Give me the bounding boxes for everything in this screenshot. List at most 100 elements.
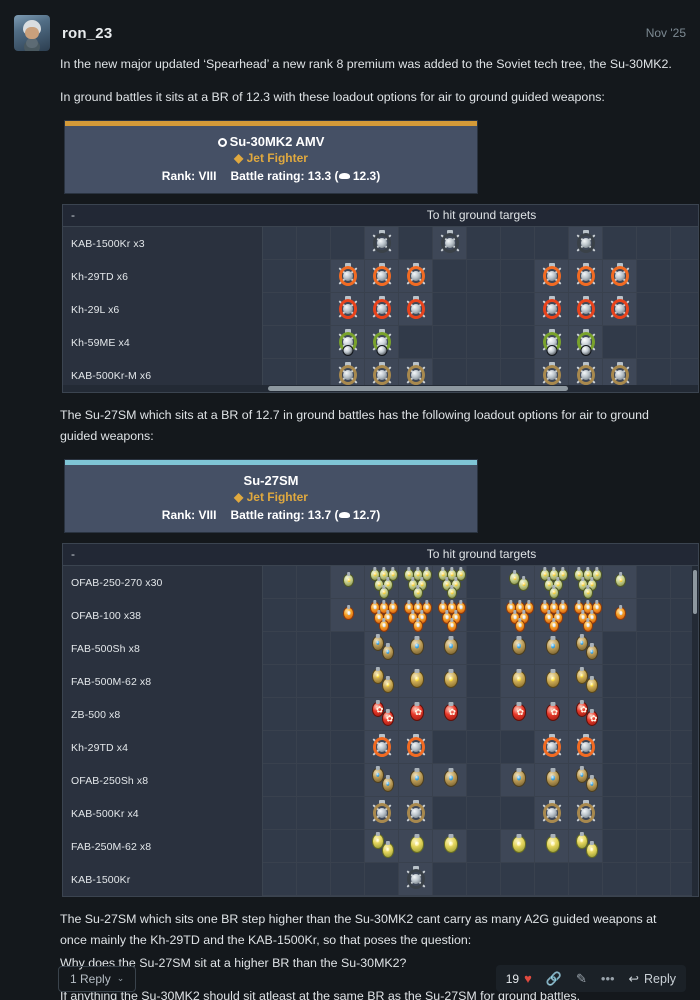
loadout-cell-filled[interactable]: [569, 764, 603, 797]
loadout-cell-filled[interactable]: [331, 599, 365, 632]
loadout-cell-filled[interactable]: [501, 566, 535, 599]
loadout-cell-filled[interactable]: [535, 326, 569, 359]
loadout-cell-filled[interactable]: [569, 260, 603, 293]
more-options-icon[interactable]: •••: [600, 971, 615, 986]
loadout-cell-filled[interactable]: [365, 797, 399, 830]
loadout-cell-filled[interactable]: [535, 764, 569, 797]
loadout-cell-empty[interactable]: [331, 830, 365, 863]
loadout-cell-empty[interactable]: [637, 599, 671, 632]
loadout-cell-filled[interactable]: [433, 830, 467, 863]
loadout-cell-empty[interactable]: [467, 797, 501, 830]
loadout-cell-empty[interactable]: [501, 326, 535, 359]
loadout-cell-empty[interactable]: [501, 227, 535, 260]
loadout-cell-empty[interactable]: [331, 797, 365, 830]
loadout-cell-empty[interactable]: [297, 260, 331, 293]
loadout-cell-empty[interactable]: [637, 293, 671, 326]
loadout-cell-filled[interactable]: [399, 764, 433, 797]
loadout-cell-filled[interactable]: [569, 830, 603, 863]
loadout-cell-empty[interactable]: [331, 665, 365, 698]
loadout-cell-filled[interactable]: [365, 731, 399, 764]
loadout-cell-empty[interactable]: [263, 227, 297, 260]
loadout-cell-filled[interactable]: [433, 566, 467, 599]
loadout-cell-filled[interactable]: ✿ ✿: [569, 698, 603, 731]
loadout-cell-empty[interactable]: [263, 830, 297, 863]
loadout-cell-filled[interactable]: [399, 797, 433, 830]
loadout-cell-empty[interactable]: [603, 731, 637, 764]
loadout-cell-filled[interactable]: [501, 830, 535, 863]
loadout-cell-empty[interactable]: [297, 632, 331, 665]
loadout-cell-filled[interactable]: [603, 260, 637, 293]
loadout-cell-filled[interactable]: [535, 797, 569, 830]
loadout-cell-empty[interactable]: [467, 260, 501, 293]
loadout-cell-empty[interactable]: [603, 698, 637, 731]
horizontal-scrollbar[interactable]: [63, 385, 698, 392]
loadout-cell-empty[interactable]: [399, 326, 433, 359]
loadout-cell-empty[interactable]: [263, 260, 297, 293]
loadout-cell-filled[interactable]: [569, 566, 603, 599]
loadout-cell-filled[interactable]: [569, 227, 603, 260]
loadout-cell-empty[interactable]: [467, 731, 501, 764]
loadout-cell-empty[interactable]: [263, 797, 297, 830]
loadout-cell-empty[interactable]: [263, 632, 297, 665]
loadout-cell-empty[interactable]: [331, 227, 365, 260]
reply-count-button[interactable]: 1 Reply ⌄: [58, 965, 137, 992]
loadout-cell-empty[interactable]: [399, 227, 433, 260]
loadout-cell-empty[interactable]: [467, 632, 501, 665]
loadout-cell-filled[interactable]: [399, 731, 433, 764]
loadout-cell-empty[interactable]: [501, 797, 535, 830]
loadout-cell-empty[interactable]: [263, 293, 297, 326]
loadout-cell-empty[interactable]: [433, 863, 467, 896]
post-author[interactable]: ron_23: [62, 24, 113, 42]
reply-button[interactable]: ↩ Reply: [629, 971, 676, 987]
loadout-cell-filled[interactable]: [331, 326, 365, 359]
loadout-cell-filled[interactable]: [433, 599, 467, 632]
loadout-cell-filled[interactable]: [399, 293, 433, 326]
loadout-cell-filled[interactable]: [569, 665, 603, 698]
loadout-cell-empty[interactable]: [637, 797, 671, 830]
loadout-cell-empty[interactable]: [365, 863, 399, 896]
loadout-cell-filled[interactable]: [433, 665, 467, 698]
loadout-cell-filled[interactable]: [569, 293, 603, 326]
loadout-cell-filled[interactable]: [399, 830, 433, 863]
loadout-cell-empty[interactable]: [467, 227, 501, 260]
loadout-cell-empty[interactable]: [603, 665, 637, 698]
loadout-cell-filled[interactable]: [399, 863, 433, 896]
edit-pencil-icon[interactable]: ✎: [575, 971, 587, 986]
loadout-cell-filled[interactable]: [365, 599, 399, 632]
loadout-cell-empty[interactable]: [467, 863, 501, 896]
loadout-cell-empty[interactable]: [637, 326, 671, 359]
loadout-cell-filled[interactable]: [331, 260, 365, 293]
like-button[interactable]: 19 ♥: [506, 972, 532, 986]
loadout-cell-empty[interactable]: [535, 863, 569, 896]
loadout-cell-filled[interactable]: [399, 632, 433, 665]
loadout-cell-empty[interactable]: [297, 764, 331, 797]
loadout-cell-empty[interactable]: [297, 566, 331, 599]
loadout-cell-empty[interactable]: [297, 293, 331, 326]
loadout-cell-empty[interactable]: [467, 599, 501, 632]
loadout-cell-filled[interactable]: [365, 830, 399, 863]
loadout-cell-filled[interactable]: [501, 764, 535, 797]
loadout-cell-empty[interactable]: [467, 566, 501, 599]
loadout-cell-empty[interactable]: [637, 764, 671, 797]
loadout-cell-filled[interactable]: [365, 632, 399, 665]
loadout-cell-empty[interactable]: [433, 797, 467, 830]
link-icon[interactable]: 🔗: [545, 971, 562, 986]
loadout-cell-empty[interactable]: [263, 665, 297, 698]
loadout-cell-filled[interactable]: ✿ ✿: [365, 698, 399, 731]
loadout-table-su27sm[interactable]: - To hit ground targets OFAB-250-270 x30…: [62, 543, 699, 897]
loadout-table-su30mk2[interactable]: - To hit ground targets KAB-1500Kr x3 Kh-…: [62, 204, 699, 393]
loadout-cell-empty[interactable]: [467, 326, 501, 359]
loadout-cell-empty[interactable]: [331, 731, 365, 764]
loadout-cell-empty[interactable]: [297, 698, 331, 731]
loadout-cell-empty[interactable]: [433, 326, 467, 359]
loadout-cell-filled[interactable]: [399, 665, 433, 698]
loadout-cell-empty[interactable]: [331, 863, 365, 896]
loadout-cell-empty[interactable]: [603, 227, 637, 260]
loadout-cell-empty[interactable]: [637, 260, 671, 293]
loadout-cell-empty[interactable]: [263, 599, 297, 632]
loadout-cell-empty[interactable]: [467, 764, 501, 797]
loadout-cell-empty[interactable]: [331, 632, 365, 665]
loadout-cell-filled[interactable]: [365, 326, 399, 359]
loadout-cell-empty[interactable]: [331, 698, 365, 731]
loadout-cell-empty[interactable]: [297, 797, 331, 830]
